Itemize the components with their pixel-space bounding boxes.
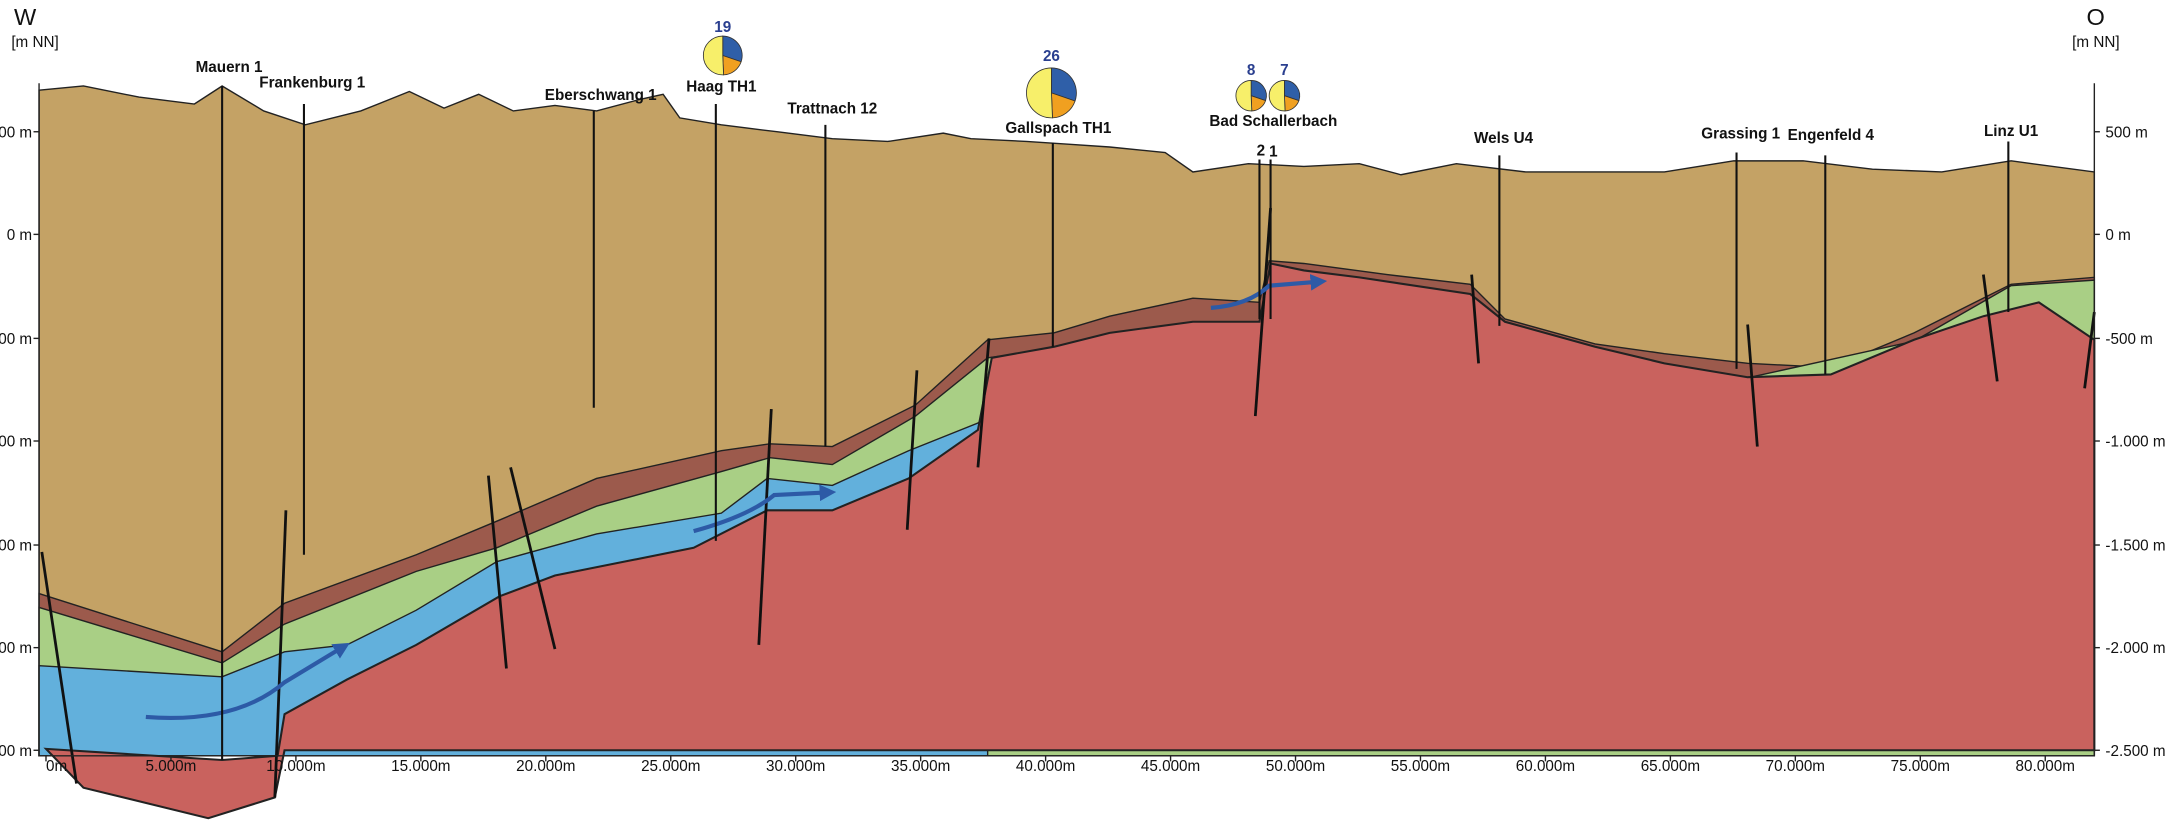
pie-slice <box>1269 80 1285 111</box>
x-label: 75.000m <box>1891 758 1950 775</box>
well-label: Linz U1 <box>1984 123 2039 140</box>
well-label: Grassing 1 <box>1701 126 1780 143</box>
well-label: Gallspach TH1 <box>1005 120 1111 137</box>
unit-left: [m NN] <box>11 34 58 51</box>
pie-label: 8 <box>1247 62 1256 79</box>
west-label: W <box>14 4 37 30</box>
y-label-right: -2.000 m <box>2105 640 2165 657</box>
page: {"header": {"west": "W", "east": "O", "u… <box>0 0 2175 821</box>
x-label: 15.000m <box>391 758 450 775</box>
y-label-left: 500 m <box>0 124 32 141</box>
well-label: Frankenburg 1 <box>259 74 365 91</box>
x-label: 70.000m <box>1766 758 1825 775</box>
x-label: 45.000m <box>1141 758 1200 775</box>
x-label: 0m <box>46 758 67 775</box>
y-label-right: -1.500 m <box>2105 538 2165 555</box>
y-label-left: -1.500 m <box>0 538 32 555</box>
x-label: 35.000m <box>891 758 950 775</box>
fault-label: 2 <box>1257 142 1265 159</box>
pie-slice <box>703 36 723 75</box>
x-label: 25.000m <box>641 758 700 775</box>
unit-right: [m NN] <box>2072 34 2119 51</box>
y-label-right: -2.500 m <box>2105 743 2165 760</box>
pie-slice <box>1026 68 1052 118</box>
pie-label: 19 <box>714 19 731 36</box>
x-label: 5.000m <box>146 758 197 775</box>
y-label-right: 500 m <box>2105 124 2147 141</box>
fault-label: 1 <box>1269 144 1278 161</box>
cross-section: W O [m NN] [m NN] 2 1 500 m 500 m 0 m 0 m -5… <box>0 0 2175 821</box>
pie-slice <box>1236 80 1252 111</box>
y-label-right: -500 m <box>2105 331 2152 348</box>
y-label-left: -2.000 m <box>0 640 32 657</box>
x-label: 60.000m <box>1516 758 1575 775</box>
y-label-left: -1.000 m <box>0 434 32 451</box>
x-label: 55.000m <box>1391 758 1450 775</box>
x-label: 30.000m <box>766 758 825 775</box>
y-label-right: -1.000 m <box>2105 434 2165 451</box>
x-label: 40.000m <box>1016 758 1075 775</box>
x-label: 65.000m <box>1641 758 1700 775</box>
y-label-right: 0 m <box>2105 227 2130 244</box>
x-label: 10.000m <box>266 758 325 775</box>
well-label: Eberschwang 1 <box>545 87 657 104</box>
well-label: Engenfeld 4 <box>1788 127 1875 144</box>
x-label: 80.000m <box>2016 758 2075 775</box>
x-label: 20.000m <box>516 758 575 775</box>
y-label-left: -2.500 m <box>0 743 32 760</box>
well-label: Trattnach 12 <box>787 101 877 118</box>
well-label: Haag TH1 <box>686 79 757 96</box>
well-label: Bad Schallerbach <box>1209 113 1337 130</box>
x-label: 50.000m <box>1266 758 1325 775</box>
y-label-left: -500 m <box>0 331 32 348</box>
well-label: Mauern 1 <box>196 59 263 76</box>
well-label: Wels U4 <box>1474 130 1534 147</box>
east-label: O <box>2087 4 2105 30</box>
y-label-left: 0 m <box>7 227 32 244</box>
pie-label: 26 <box>1043 48 1060 65</box>
pie-label: 7 <box>1280 62 1288 79</box>
